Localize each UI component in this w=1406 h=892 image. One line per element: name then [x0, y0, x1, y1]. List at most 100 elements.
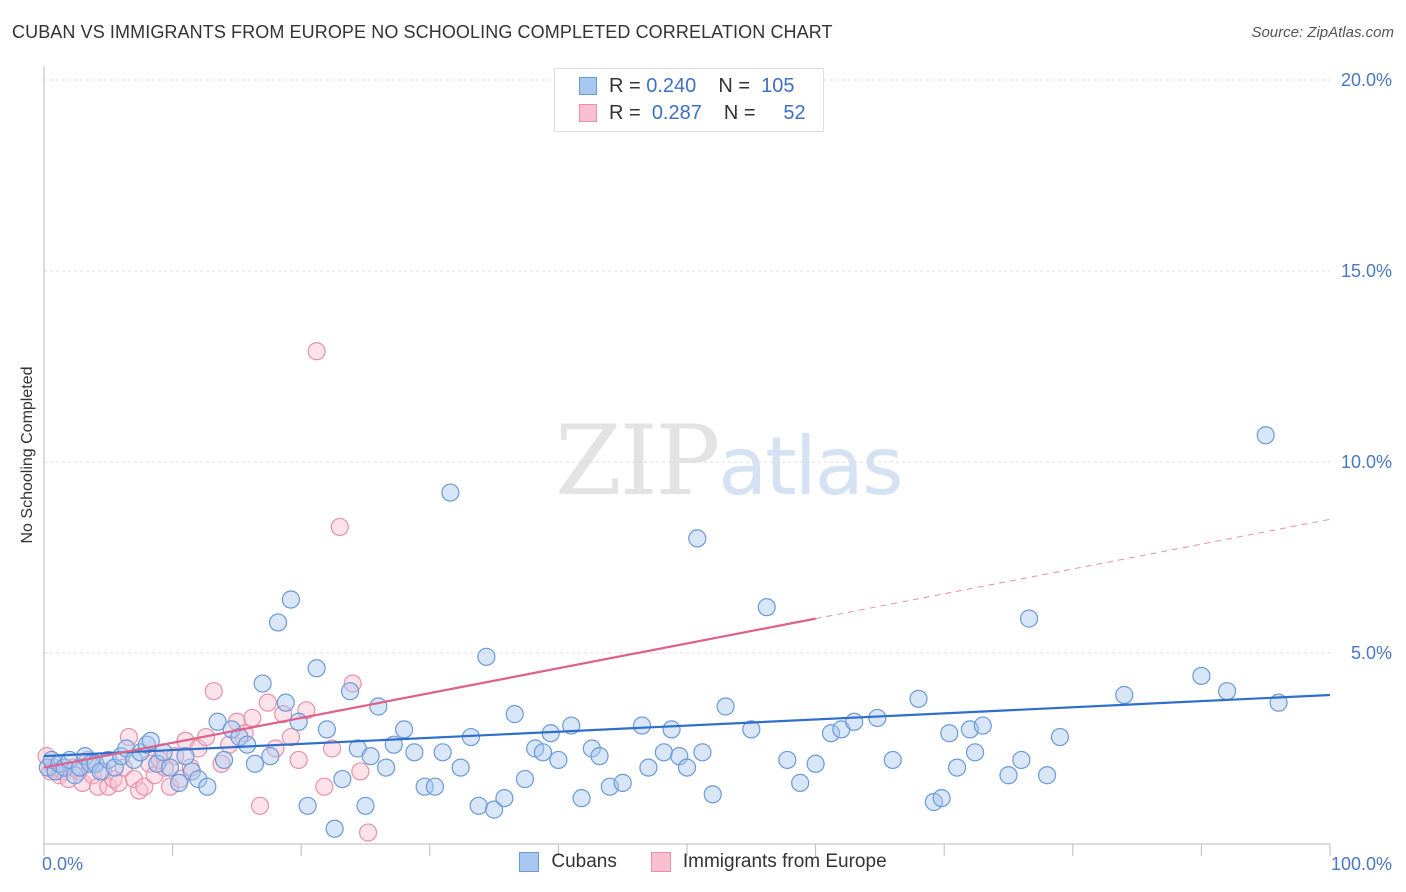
- data-point: [340, 682, 360, 701]
- data-point: [716, 697, 735, 716]
- data-point: [105, 758, 124, 777]
- data-point: [166, 747, 185, 766]
- legend-r-value: 0.240: [646, 74, 697, 97]
- data-point: [358, 823, 378, 842]
- data-point: [1037, 766, 1057, 785]
- data-point: [654, 743, 673, 762]
- data-point: [639, 758, 658, 777]
- data-point: [317, 720, 337, 739]
- y-tick-label: 15.0%: [1341, 261, 1392, 281]
- data-point: [1218, 682, 1237, 701]
- data-point: [613, 773, 632, 792]
- data-point: [281, 727, 301, 747]
- data-point: [965, 743, 985, 762]
- data-point: [515, 769, 535, 789]
- data-point: [238, 735, 257, 754]
- data-point: [333, 769, 352, 789]
- data-point: [947, 758, 967, 777]
- legend-swatch-immigrants: [650, 852, 671, 872]
- data-point: [590, 747, 609, 766]
- series-cubans: [38, 426, 1288, 838]
- data-point: [868, 708, 887, 728]
- legend-label-immigrants: Immigrants from Europe: [682, 851, 887, 872]
- watermark-atlas: atlas: [718, 420, 903, 513]
- data-point: [230, 727, 249, 747]
- data-point: [356, 796, 375, 815]
- trend-lines: [43, 518, 1331, 769]
- legend-r-value: 0.287: [651, 101, 702, 124]
- legend-swatch-cubans: [579, 77, 597, 95]
- data-point: [1256, 426, 1275, 445]
- data-point: [253, 674, 272, 693]
- data-point: [703, 785, 722, 804]
- data-point: [632, 716, 652, 735]
- data-point: [821, 724, 841, 743]
- data-point: [688, 529, 707, 548]
- data-point: [73, 773, 92, 792]
- x-tick-label: 0.0%: [42, 854, 83, 874]
- data-point: [572, 789, 591, 808]
- data-point: [208, 712, 227, 731]
- data-point: [160, 777, 180, 796]
- data-point: [693, 743, 712, 762]
- data-point: [369, 697, 388, 716]
- data-point: [778, 750, 797, 770]
- data-point: [791, 773, 810, 792]
- data-point: [433, 743, 452, 762]
- data-point: [298, 796, 317, 815]
- data-point: [1012, 750, 1031, 770]
- data-point: [274, 705, 293, 724]
- data-point: [549, 750, 568, 770]
- data-point: [999, 766, 1018, 785]
- legend-item-immigrants[interactable]: Immigrants from Europe: [650, 851, 887, 873]
- data-point: [268, 613, 288, 632]
- legend-swatch-cubans: [519, 852, 540, 872]
- data-point: [119, 727, 138, 747]
- data-point: [1192, 666, 1211, 686]
- data-point: [198, 777, 217, 796]
- data-point: [322, 739, 342, 758]
- data-point: [909, 689, 928, 708]
- data-point: [243, 708, 262, 728]
- data-point: [405, 743, 424, 762]
- y-tick-label: 20.0%: [1341, 70, 1392, 90]
- legend-r-label: R =: [609, 101, 641, 124]
- chart-title: CUBAN VS IMMIGRANTS FROM EUROPE NO SCHOO…: [12, 22, 833, 42]
- data-point: [325, 819, 344, 838]
- data-point: [477, 647, 496, 666]
- data-point: [258, 693, 277, 712]
- data-point: [485, 800, 504, 819]
- data-point: [169, 773, 189, 792]
- legend-series: Cubans Immigrants from Europe: [0, 851, 1406, 873]
- data-point: [376, 758, 396, 777]
- data-point: [742, 720, 761, 739]
- data-point: [1050, 727, 1070, 747]
- data-point: [261, 747, 280, 766]
- data-point: [495, 789, 514, 808]
- data-point: [425, 777, 445, 796]
- data-point: [757, 598, 776, 617]
- data-point: [307, 659, 326, 678]
- trend-line-cubans: [43, 693, 1331, 758]
- legend-n-label: N =: [723, 101, 756, 124]
- data-point: [307, 342, 326, 361]
- legend-row-immigrants: R = 0.287 N = 52: [579, 100, 806, 126]
- legend-n-value: 105: [761, 74, 795, 97]
- legend-n-value: 52: [783, 101, 806, 124]
- data-point: [469, 796, 488, 815]
- data-point: [415, 777, 434, 796]
- tick-labels: 5.0% 10.0% 15.0% 20.0% 0.0% 100.0%: [42, 70, 1392, 874]
- legend-n-label: N =: [718, 74, 750, 97]
- data-point: [361, 747, 380, 766]
- data-point: [135, 777, 154, 796]
- source-label: Source: ZipAtlas.com: [1251, 24, 1394, 41]
- x-tick-label: 100.0%: [1331, 854, 1392, 874]
- data-point: [394, 720, 414, 739]
- legend-item-cubans[interactable]: Cubans: [519, 851, 617, 873]
- data-point: [315, 777, 334, 796]
- data-point: [932, 789, 951, 808]
- data-point: [662, 720, 681, 739]
- data-point: [505, 705, 524, 724]
- grid-lines: [44, 79, 1330, 654]
